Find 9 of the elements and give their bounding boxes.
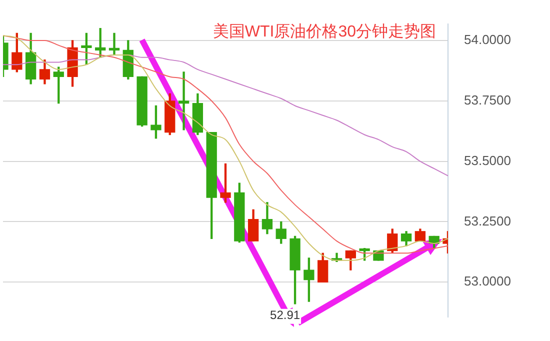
y-tick-label: 53.5000 <box>464 152 511 168</box>
y-tick-label: 53.0000 <box>464 274 511 289</box>
chart-title: 美国WTI原油价格30分钟走势图 <box>212 22 436 40</box>
candlestick <box>178 72 190 130</box>
y-tick-label: 53.7500 <box>464 92 511 108</box>
annotation: 52.91 <box>270 308 300 322</box>
y-tick-label: 54.0000 <box>464 32 511 48</box>
candlestick <box>108 32 120 56</box>
y-tick-label: 53.2500 <box>464 213 511 228</box>
